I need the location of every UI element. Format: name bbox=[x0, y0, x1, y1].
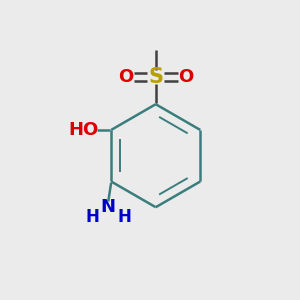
Text: H: H bbox=[117, 208, 131, 226]
Text: S: S bbox=[148, 67, 163, 87]
Text: O: O bbox=[118, 68, 133, 86]
Text: O: O bbox=[178, 68, 194, 86]
Text: N: N bbox=[101, 198, 116, 216]
Text: H: H bbox=[85, 208, 100, 226]
Text: HO: HO bbox=[69, 121, 99, 139]
